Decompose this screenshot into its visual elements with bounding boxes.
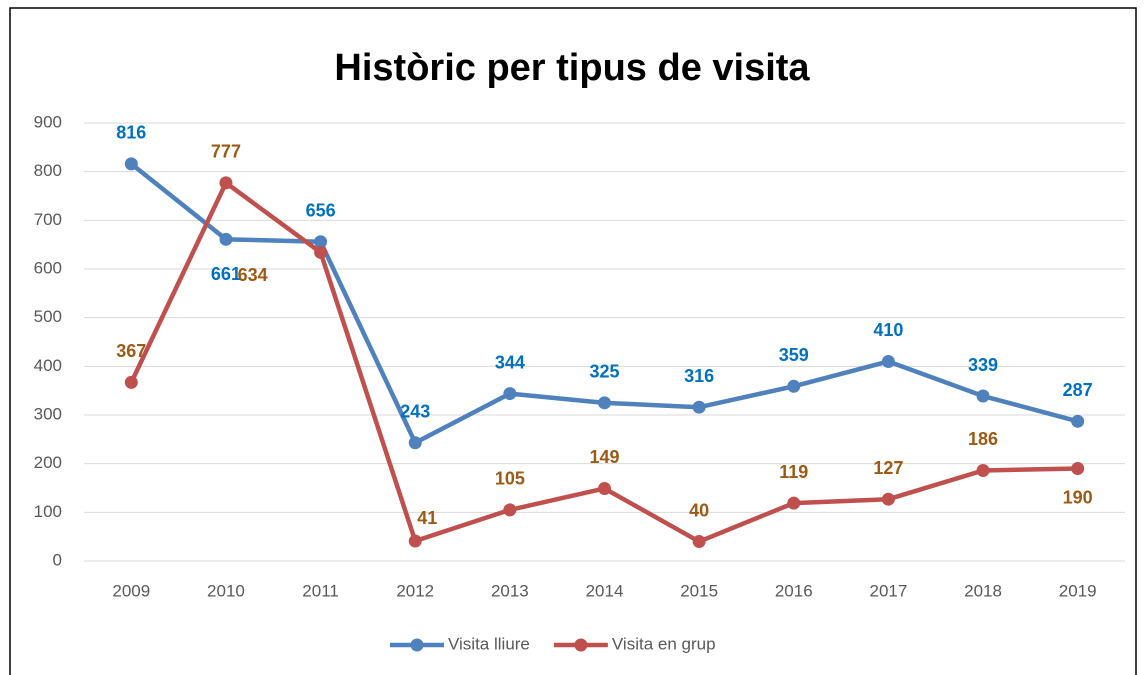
x-tick-label: 2015 [680,581,718,600]
data-label: 359 [779,345,809,365]
data-point [408,534,422,548]
data-label: 105 [495,469,525,489]
data-label: 656 [306,200,336,220]
data-point [881,492,895,506]
data-point [124,157,138,171]
data-label: 661 [211,264,241,284]
y-tick-label: 0 [53,550,62,569]
data-label: 186 [968,429,998,449]
y-tick-label: 200 [34,453,62,472]
data-label: 816 [116,123,146,143]
x-tick-label: 2018 [964,581,1002,600]
x-tick-label: 2016 [775,581,813,600]
data-label: 777 [211,142,241,162]
y-tick-label: 600 [34,258,62,277]
x-tick-label: 2019 [1059,581,1097,600]
legend-marker [410,638,424,652]
y-tick-label: 100 [34,502,62,521]
data-point [219,176,233,190]
y-tick-label: 400 [34,356,62,375]
x-tick-label: 2011 [302,581,339,600]
data-point [124,375,138,389]
x-tick-label: 2012 [396,581,434,600]
data-point [1071,414,1085,428]
chart-border [9,7,1137,675]
data-label: 190 [1063,487,1093,507]
data-point [598,396,611,410]
data-point [314,245,328,259]
data-label: 410 [873,320,903,340]
data-point [314,235,328,249]
data-point [219,232,233,246]
data-point [503,387,517,401]
data-label: 243 [400,401,430,421]
data-point [881,354,895,368]
chart-title: Històric per tipus de visita [334,47,810,89]
data-point [692,400,706,414]
data-label: 339 [968,355,998,375]
data-label: 40 [689,500,709,520]
y-tick-label: 300 [34,404,62,423]
data-point [692,535,706,549]
legend-marker [574,638,588,652]
data-point [976,389,990,403]
data-point [1071,462,1085,476]
x-tick-label: 2010 [207,581,245,600]
data-point [787,379,801,393]
y-tick-label: 700 [34,210,62,229]
data-label: 287 [1063,380,1093,400]
legend-label: Visita en grup [612,634,716,653]
y-tick-label: 500 [34,307,62,326]
data-label: 316 [684,366,714,386]
data-label: 325 [589,362,619,382]
data-label: 367 [116,341,146,361]
data-point [976,463,990,477]
x-tick-label: 2014 [586,581,624,600]
legend-label: Visita lliure [448,634,530,653]
data-label: 127 [873,458,903,478]
data-label: 344 [495,352,525,372]
x-tick-label: 2009 [112,581,150,600]
y-tick-label: 900 [34,112,62,131]
data-label: 119 [779,462,808,482]
data-label: 149 [589,447,619,467]
x-tick-label: 2017 [869,581,907,600]
data-point [408,436,422,450]
data-point [503,503,517,517]
y-tick-label: 800 [34,161,62,180]
data-point [598,481,611,495]
data-point [787,496,801,510]
x-tick-label: 2013 [491,581,529,600]
data-label: 41 [417,508,437,528]
data-label: 634 [238,265,268,285]
